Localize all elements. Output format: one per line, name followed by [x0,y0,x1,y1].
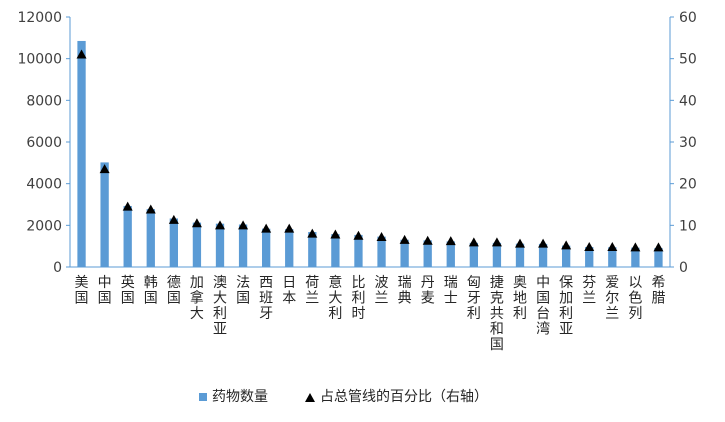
bar-德国 [169,218,178,267]
y-right-tick-label: 0 [679,260,688,276]
marker-以色列 [630,242,641,252]
y-left-tick-label: 6000 [26,135,62,151]
bar-英国 [123,205,132,267]
bar-意大利 [331,234,340,267]
y-right-tick-label: 50 [679,52,697,68]
bar-保加利亚 [562,245,571,267]
x-category-label: 丹麦 [421,275,435,307]
y-left-tick-label: 0 [53,260,62,276]
x-category-label: 中国台湾 [536,275,550,338]
y-left-tick-label: 12000 [17,10,62,26]
marker-奥地利 [515,238,525,248]
bar-瑞典 [400,239,409,267]
x-category-label: 法国 [236,275,250,307]
bar-比利时 [354,234,363,267]
x-category-label: 日本 [282,275,296,307]
x-category-label: 以色列 [628,275,642,322]
bar-中国 [100,162,109,267]
x-category-label: 捷克共和国 [490,275,504,353]
marker-爱尔兰 [607,242,618,251]
bar-澳大利亚 [215,223,225,267]
bar-美国 [77,40,86,268]
x-category-label: 加拿大 [190,275,204,322]
x-category-label: 瑞典 [398,275,412,307]
legend-label-pct: 占总管线的百分比（右轴） [320,389,488,405]
marker-丹麦 [422,235,433,245]
marker-匈牙利 [468,237,479,247]
bar-匈牙利 [469,242,478,267]
x-category-label: 韩国 [144,275,158,307]
bar-西班牙 [262,228,271,267]
marker-澳大利亚 [215,220,225,230]
bar-加拿大 [192,222,202,267]
bar-捷克共和国 [492,242,502,267]
bar-奥地利 [515,243,525,267]
marker-日本 [284,223,295,233]
y-right-tick-label: 40 [679,93,697,109]
marker-保加利亚 [561,240,572,250]
x-category-label: 意大利 [328,274,342,322]
marker-西班牙 [261,223,272,233]
marker-希腊 [653,242,664,252]
x-category-label: 芬兰 [582,275,596,307]
legend-marker-pct [305,393,315,402]
marker-加拿大 [191,218,202,228]
bar-法国 [238,224,248,267]
marker-瑞典 [399,234,410,244]
marker-芬兰 [584,242,595,251]
x-category-label: 匈牙利 [467,275,481,322]
marker-捷克共和国 [491,237,502,247]
bar-希腊 [654,248,663,267]
marker-意大利 [330,229,341,239]
y-right-tick-label: 30 [679,135,697,151]
bar-以色列 [631,247,640,267]
bar-芬兰 [585,247,594,267]
x-category-label: 保加利亚 [559,275,573,338]
marker-美国 [76,49,87,59]
x-category-label: 澳大利亚 [213,275,227,338]
y-left-tick-label: 4000 [26,177,62,193]
marker-英国 [122,201,133,211]
x-category-label: 德国 [167,275,181,307]
bar-瑞士 [446,241,455,267]
bar-波兰 [377,236,386,267]
x-category-label: 荷兰 [305,275,319,307]
bar-日本 [285,229,294,267]
x-category-label: 中国 [98,275,112,307]
y-right-tick-label: 10 [679,218,697,234]
y-right-tick-label: 60 [679,10,697,26]
marker-法国 [238,220,249,230]
x-category-label: 英国 [121,274,135,307]
marker-荷兰 [307,228,318,238]
bar-爱尔兰 [608,247,617,267]
x-category-label: 爱尔兰 [605,275,619,322]
marker-德国 [168,214,179,224]
y-right-tick-label: 20 [679,177,697,193]
bar-韩国 [146,209,155,267]
marker-中国 [99,164,110,174]
marker-瑞士 [445,236,456,246]
x-category-label: 美国 [75,275,89,307]
marker-波兰 [376,232,387,241]
y-left-tick-label: 2000 [26,218,62,234]
bar-荷兰 [308,232,317,267]
bar-丹麦 [423,240,432,267]
marker-比利时 [353,230,364,240]
x-category-label: 比利时 [351,275,365,322]
x-category-label: 波兰 [375,275,389,307]
marker-韩国 [145,204,156,214]
y-left-tick-label: 10000 [17,52,62,68]
x-category-label: 希腊 [651,275,665,307]
bar-中国台湾 [538,243,548,267]
x-category-label: 奥地利 [513,274,527,322]
marker-中国台湾 [538,238,549,248]
legend-label-bars: 药物数量 [212,389,268,405]
legend-swatch-bars [199,393,207,401]
y-left-tick-label: 8000 [26,93,62,109]
x-category-label: 西班牙 [259,275,273,322]
x-category-label: 瑞士 [444,275,458,307]
